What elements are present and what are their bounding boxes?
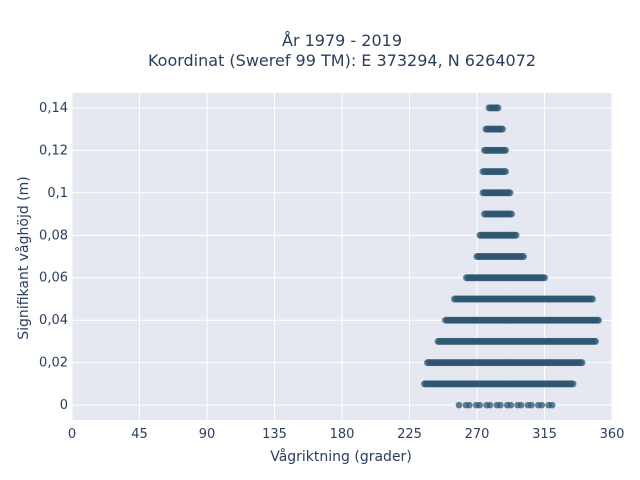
x-tick-label: 315 [532, 427, 557, 442]
y-tick-label: 0,04 [39, 313, 68, 328]
data-point [502, 146, 509, 154]
data-point [476, 401, 484, 409]
data-point [538, 401, 546, 409]
x-tick-label: 90 [199, 427, 216, 442]
data-point [499, 125, 506, 133]
data-point [517, 401, 525, 409]
x-tick-label: 180 [330, 427, 355, 442]
y-axis-title: Signifikant våghöjd (m) [15, 176, 32, 339]
y-tick-label: 0 [60, 398, 68, 413]
y-tick-label: 0,06 [39, 271, 68, 286]
data-point [548, 401, 556, 409]
chart-title-line2: Koordinat (Sweref 99 TM): E 373294, N 62… [148, 51, 536, 70]
data-point [578, 359, 586, 367]
data-point [528, 401, 535, 409]
tick-labels: 0 45 90 135 180 225 270 315 360 0 0,02 0,04 0,06 0,08… [39, 101, 624, 442]
x-tick-label: 360 [600, 427, 625, 442]
data-point [520, 253, 527, 260]
data-point [508, 210, 515, 218]
data-point [541, 274, 548, 282]
data-point [512, 231, 520, 239]
y-tick-label: 0,1 [47, 186, 68, 201]
data-point [589, 295, 596, 303]
data-point [494, 104, 502, 112]
x-axis-title: Vågriktning (grader) [270, 448, 412, 465]
data-point [455, 401, 463, 409]
x-tick-label: 45 [131, 427, 148, 442]
chart-title-line1: År 1979 - 2019 [282, 31, 402, 50]
x-tick-label: 225 [397, 427, 422, 442]
plot-area [71, 93, 613, 420]
data-point [497, 401, 504, 409]
data-point [466, 401, 473, 409]
data-point [486, 401, 494, 409]
y-tick-label: 0,08 [39, 228, 68, 243]
y-tick-label: 0,14 [39, 101, 68, 116]
data-point [506, 189, 514, 197]
x-tick-label: 270 [465, 427, 490, 442]
data-point [592, 337, 599, 345]
scatter-series [421, 104, 602, 409]
data-point [569, 380, 577, 388]
y-tick-label: 0,02 [39, 356, 68, 371]
data-point [507, 401, 515, 409]
x-tick-label: 135 [262, 427, 287, 442]
y-tick-label: 0,12 [39, 143, 68, 158]
data-point [502, 168, 509, 176]
x-tick-label: 0 [68, 427, 76, 442]
data-point [595, 316, 602, 324]
